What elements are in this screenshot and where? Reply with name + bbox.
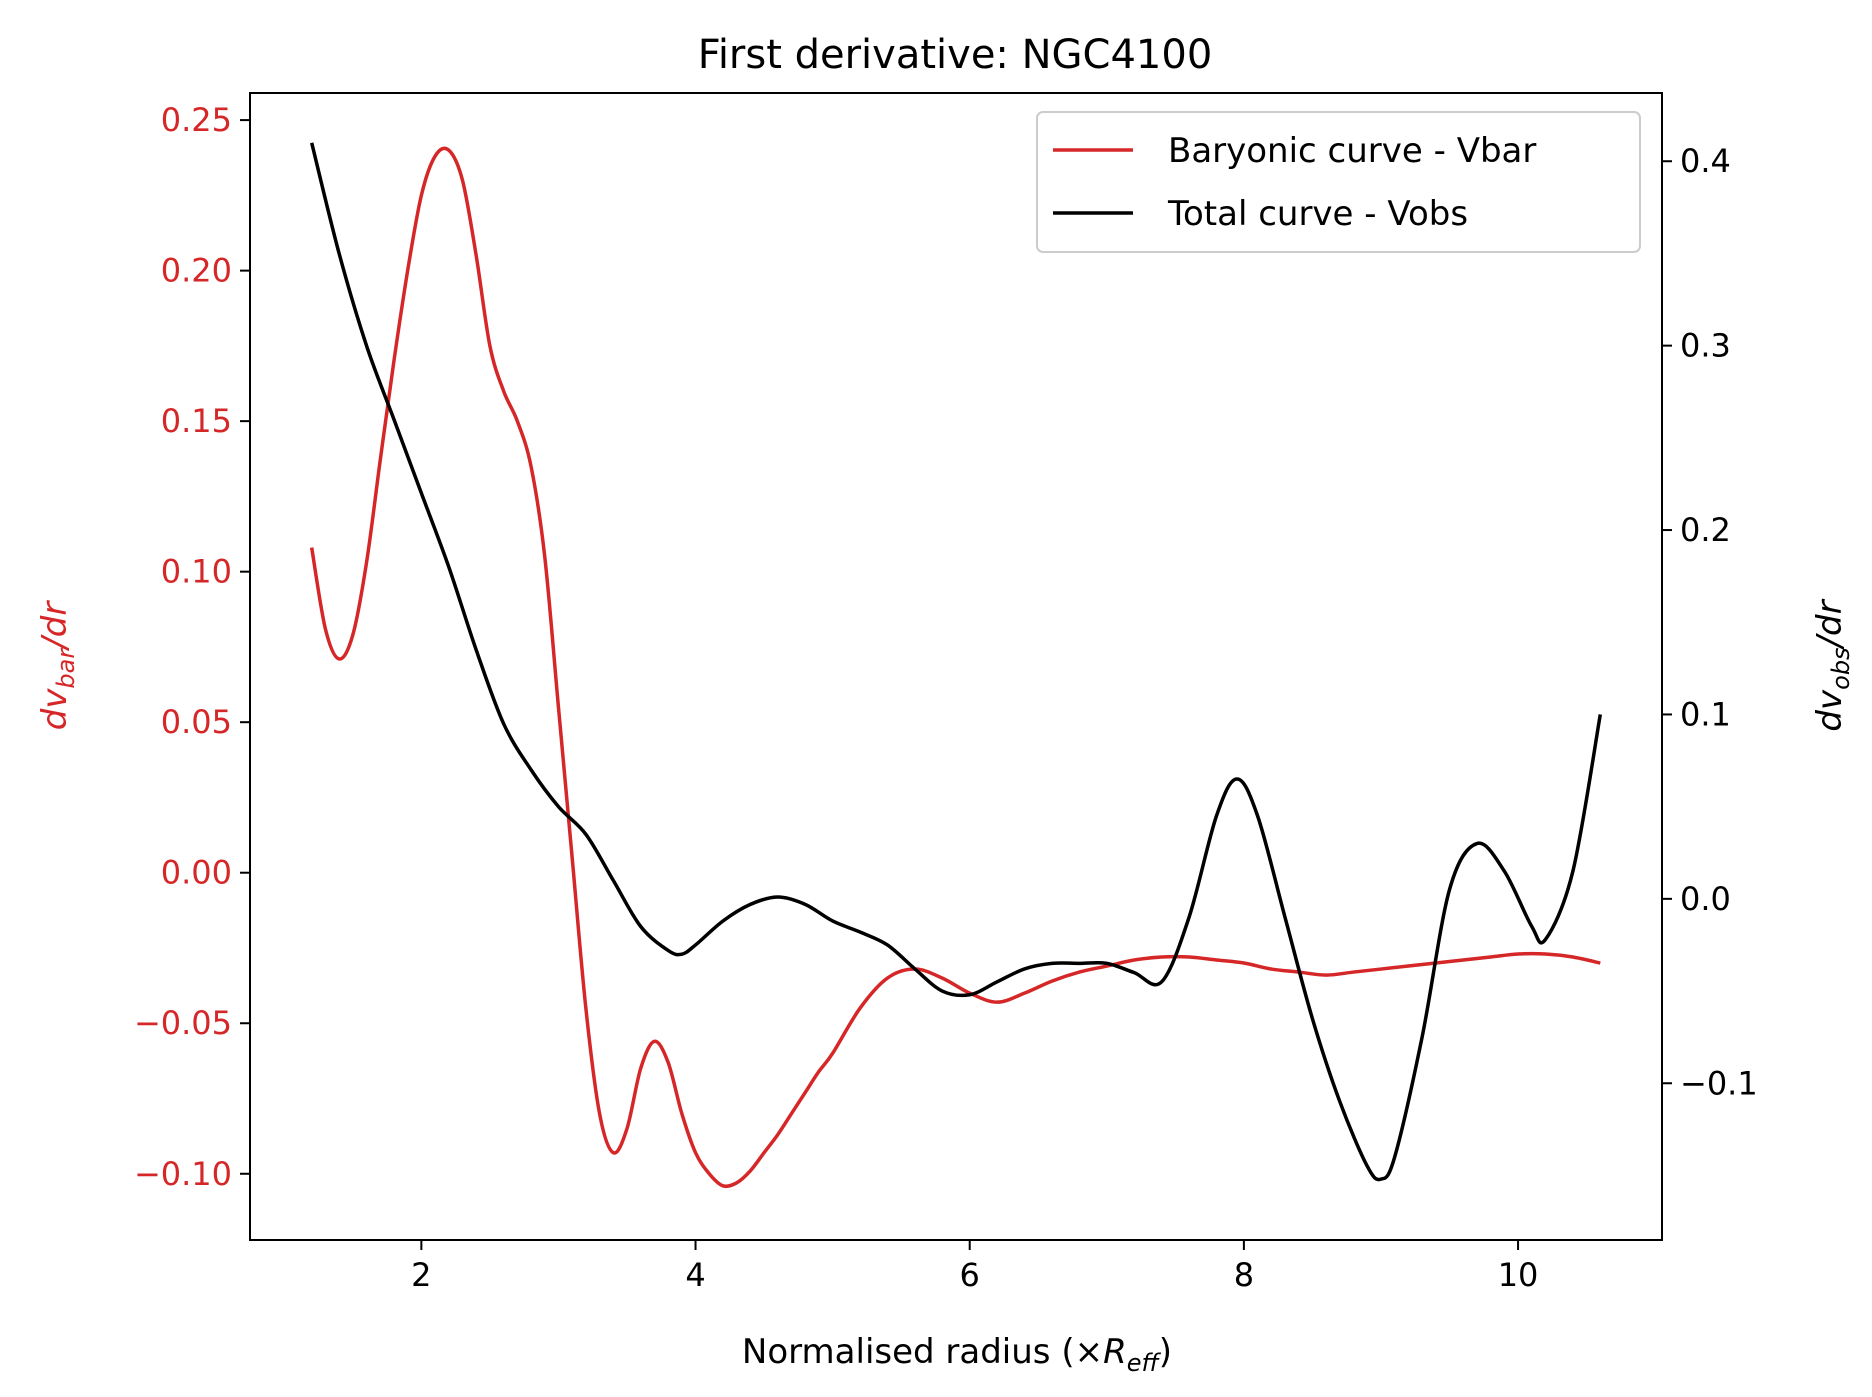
y-axis-left-label-prefix: dv [35,688,75,731]
y-left-tick-label: −0.05 [134,1004,232,1042]
series-line-vobs [309,142,1603,1182]
y-axis-left: −0.10 −0.05 0.00 0.05 0.10 0.15 0.20 0.25 [134,101,250,1193]
y-axis-left-label: dvbar/dr [35,600,80,731]
y-left-tick-label: 0.00 [161,854,232,892]
y-axis-right-label-subscript: obs [1827,647,1855,689]
y-left-tick-label: −0.10 [134,1155,232,1193]
y-right-tick-label: 0.3 [1680,327,1731,365]
y-axis-right-label: dvobs/dr [1810,598,1855,731]
x-axis: 2 4 6 8 10 [411,1240,1538,1294]
legend: Baryonic curve - Vbar Total curve - Vobs [1036,111,1641,253]
x-axis-label: Normalised radius (×Reff) [742,1332,1172,1377]
y-axis-right-label-suffix: /dr [1810,598,1850,650]
y-axis-left-label-subscript: bar [52,647,80,689]
y-right-tick-label: 0.1 [1680,695,1731,733]
y-left-tick-label: 0.25 [161,101,232,139]
plot-frame [249,92,1663,1241]
y-left-tick-label: 0.20 [161,252,232,290]
legend-label-obs: Total curve - Vobs [1167,194,1468,234]
x-axis-label-end: ) [1159,1332,1172,1372]
legend-box [1036,111,1641,253]
x-tick-label: 8 [1234,1256,1254,1294]
y-right-tick-label: 0.4 [1680,142,1731,180]
plot-area [249,92,1663,1241]
y-left-tick-label: 0.05 [161,703,232,741]
series-layer [309,142,1603,1189]
x-tick-label: 4 [685,1256,705,1294]
chart-title: First derivative: NGC4100 [698,32,1213,78]
x-tick-label: 10 [1498,1256,1539,1294]
y-right-tick-label: 0.0 [1680,880,1731,918]
y-axis-left-label-suffix: /dr [35,600,75,652]
y-right-tick-label: 0.2 [1680,511,1731,549]
x-tick-label: 2 [411,1256,431,1294]
y-right-tick-label: −0.1 [1680,1064,1758,1102]
y-left-tick-label: 0.10 [161,553,232,591]
x-axis-label-subscript: eff [1127,1349,1162,1377]
y-axis-right-label-prefix: dv [1810,689,1850,732]
x-axis-label-symbol: R [1103,1332,1127,1372]
series-line-vbar [309,146,1601,1189]
y-axis-right: −0.1 0.0 0.1 0.2 0.3 0.4 [1662,142,1758,1102]
x-axis-label-main: Normalised radius (× [742,1332,1103,1372]
y-left-tick-label: 0.15 [161,402,232,440]
x-tick-label: 6 [960,1256,980,1294]
legend-label-bar: Baryonic curve - Vbar [1168,131,1536,171]
